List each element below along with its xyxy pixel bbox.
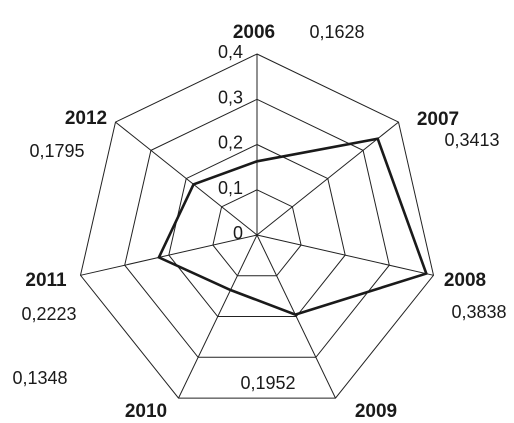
radar-spokes (80, 54, 434, 399)
spoke-2011 (80, 234, 258, 276)
spoke-2012 (115, 121, 258, 236)
radar-grid (79, 53, 435, 399)
spoke-2009 (256, 234, 336, 399)
tick-label: 0,3 (218, 87, 243, 107)
spoke-2008 (256, 234, 434, 276)
category-label: 2007 (417, 109, 459, 130)
grid-ring-1 (212, 189, 302, 277)
tick-label: 0,1 (218, 178, 243, 198)
category-label: 2006 (233, 22, 275, 43)
tick-label: 0,2 (218, 133, 243, 153)
category-label: 2008 (444, 270, 486, 291)
radial-tick-labels: 0 0,1 0,2 0,3 0,4 (218, 42, 243, 243)
tick-label: 0,4 (218, 42, 243, 62)
series-line-0 (157, 137, 428, 316)
category-label: 2012 (65, 108, 107, 129)
value-label: 0,1348 (12, 368, 67, 388)
category-label: 2009 (355, 401, 397, 422)
spoke-2007 (256, 121, 399, 236)
category-label: 2011 (25, 270, 67, 291)
grid-ring-4 (79, 53, 435, 399)
value-label: 0,3413 (444, 130, 499, 150)
grid-ring-3 (124, 98, 390, 358)
value-label: 0,1952 (240, 373, 295, 393)
spoke-2010 (178, 234, 258, 399)
tick-label: 0 (233, 223, 243, 243)
value-label: 0,3838 (451, 302, 506, 322)
grid-ring-2 (168, 143, 346, 317)
category-labels: 2006 2007 2008 2009 2010 2011 2012 (25, 22, 486, 422)
value-label: 0,1628 (309, 22, 364, 42)
category-label: 2010 (125, 401, 167, 422)
radar-series (157, 137, 428, 316)
value-label: 0,2223 (21, 304, 76, 324)
value-label: 0,1795 (29, 141, 84, 161)
value-labels: 0,1628 0,3413 0,3838 0,1952 0,1348 0,2223 0,17… (12, 22, 506, 393)
